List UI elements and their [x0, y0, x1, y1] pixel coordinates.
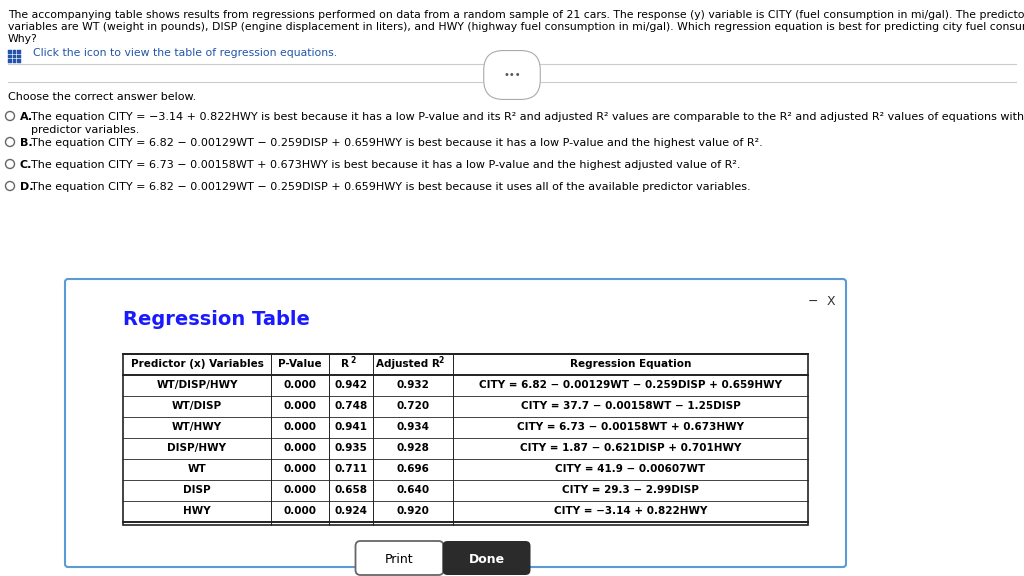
Text: 0.000: 0.000 [284, 506, 316, 516]
Text: CITY = 29.3 − 2.99DISP: CITY = 29.3 − 2.99DISP [562, 485, 699, 495]
Text: 0.000: 0.000 [284, 443, 316, 453]
Text: 0.932: 0.932 [396, 380, 429, 390]
Text: 0.000: 0.000 [284, 380, 316, 390]
Bar [8, 59, 11, 63]
Text: •••: ••• [503, 70, 521, 80]
Bar [17, 59, 20, 63]
Text: The equation CITY = 6.73 − 0.00158WT + 0.673HWY is best because it has a low P-v: The equation CITY = 6.73 − 0.00158WT + 0… [31, 160, 740, 170]
Text: HWY: HWY [183, 506, 211, 516]
Text: CITY = 41.9 − 0.00607WT: CITY = 41.9 − 0.00607WT [555, 464, 706, 474]
Text: 0.711: 0.711 [335, 464, 368, 474]
Text: 0.000: 0.000 [284, 485, 316, 495]
Bar [123, 354, 808, 525]
FancyBboxPatch shape [355, 541, 443, 575]
Text: The equation CITY = −3.14 + 0.822HWY is best because it has a low P-value and it: The equation CITY = −3.14 + 0.822HWY is … [31, 112, 1024, 122]
Text: 0.640: 0.640 [396, 485, 429, 495]
Text: 0.935: 0.935 [335, 443, 368, 453]
Text: WT: WT [187, 464, 207, 474]
Text: 0.920: 0.920 [396, 506, 429, 516]
Text: P-Value: P-Value [279, 359, 322, 369]
FancyBboxPatch shape [65, 279, 846, 567]
Text: 0.924: 0.924 [335, 506, 368, 516]
Text: −: − [808, 295, 818, 308]
Text: WT/HWY: WT/HWY [172, 422, 222, 432]
Bar [17, 55, 20, 58]
Text: variables are WT (weight in pounds), DISP (engine displacement in liters), and H: variables are WT (weight in pounds), DIS… [8, 22, 1024, 32]
Text: X: X [826, 295, 836, 308]
Text: 2: 2 [438, 356, 443, 365]
Text: 0.696: 0.696 [396, 464, 429, 474]
Bar [8, 50, 11, 54]
Text: Regression Equation: Regression Equation [569, 359, 691, 369]
Text: 0.928: 0.928 [396, 443, 429, 453]
Text: C.: C. [20, 160, 33, 170]
Bar [12, 55, 16, 58]
Text: Click the icon to view the table of regression equations.: Click the icon to view the table of regr… [26, 48, 337, 58]
Text: CITY = 6.82 − 0.00129WT − 0.259DISP + 0.659HWY: CITY = 6.82 − 0.00129WT − 0.259DISP + 0.… [479, 380, 782, 390]
Text: D.: D. [20, 182, 34, 192]
Text: 0.000: 0.000 [284, 401, 316, 411]
Text: Predictor (x) Variables: Predictor (x) Variables [131, 359, 263, 369]
Text: Done: Done [468, 553, 505, 566]
Text: 2: 2 [350, 356, 355, 365]
Text: 0.000: 0.000 [284, 464, 316, 474]
Text: CITY = 37.7 − 0.00158WT − 1.25DISP: CITY = 37.7 − 0.00158WT − 1.25DISP [520, 401, 740, 411]
Text: The equation CITY = 6.82 − 0.00129WT − 0.259DISP + 0.659HWY is best because it h: The equation CITY = 6.82 − 0.00129WT − 0… [31, 138, 763, 148]
Bar [17, 50, 20, 54]
Text: A.: A. [20, 112, 33, 122]
Text: The equation CITY = 6.82 − 0.00129WT − 0.259DISP + 0.659HWY is best because it u: The equation CITY = 6.82 − 0.00129WT − 0… [31, 182, 751, 192]
Text: Print: Print [385, 553, 414, 566]
Text: 0.934: 0.934 [396, 422, 429, 432]
Bar [8, 55, 11, 58]
Text: 0.720: 0.720 [396, 401, 429, 411]
Text: CITY = 1.87 − 0.621DISP + 0.701HWY: CITY = 1.87 − 0.621DISP + 0.701HWY [520, 443, 741, 453]
Text: WT/DISP/HWY: WT/DISP/HWY [157, 380, 238, 390]
FancyBboxPatch shape [442, 541, 530, 575]
Text: 0.658: 0.658 [335, 485, 368, 495]
Text: DISP/HWY: DISP/HWY [168, 443, 226, 453]
Text: WT/DISP: WT/DISP [172, 401, 222, 411]
Bar [12, 59, 16, 63]
Text: predictor variables.: predictor variables. [31, 125, 139, 135]
Text: 0.941: 0.941 [335, 422, 368, 432]
Bar [12, 50, 16, 54]
Text: CITY = 6.73 − 0.00158WT + 0.673HWY: CITY = 6.73 − 0.00158WT + 0.673HWY [517, 422, 744, 432]
Text: 0.748: 0.748 [335, 401, 368, 411]
Text: CITY = −3.14 + 0.822HWY: CITY = −3.14 + 0.822HWY [554, 506, 708, 516]
Text: R: R [341, 359, 349, 369]
Text: 0.942: 0.942 [335, 380, 368, 390]
Text: Regression Table: Regression Table [123, 310, 310, 329]
Text: Why?: Why? [8, 34, 38, 44]
Text: 0.000: 0.000 [284, 422, 316, 432]
Text: B.: B. [20, 138, 33, 148]
Text: The accompanying table shows results from regressions performed on data from a r: The accompanying table shows results fro… [8, 10, 1024, 20]
Text: Adjusted R: Adjusted R [376, 359, 440, 369]
Text: DISP: DISP [183, 485, 211, 495]
Text: Choose the correct answer below.: Choose the correct answer below. [8, 92, 197, 102]
